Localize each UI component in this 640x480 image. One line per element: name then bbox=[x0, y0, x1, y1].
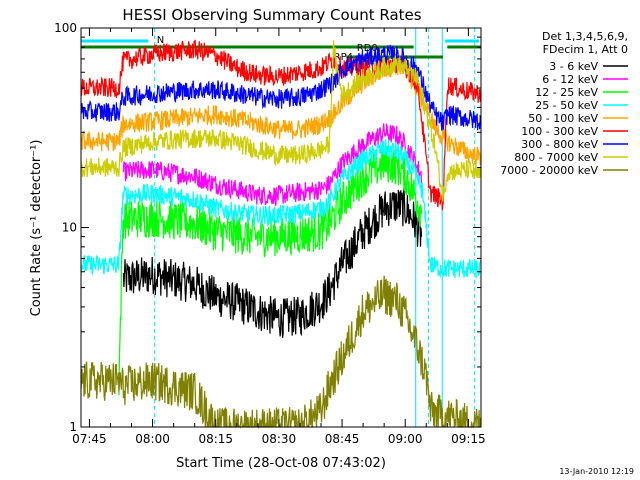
legend-label-4: 50 - 100 keV bbox=[528, 112, 598, 125]
y-tick-label-0: 1 bbox=[69, 420, 77, 434]
legend-header-0: Det 1,3,4,5,6,9, bbox=[542, 30, 628, 43]
night-label: N bbox=[157, 35, 164, 46]
legend-label-1: 6 - 12 keV bbox=[542, 73, 598, 86]
legend-header-1: FDecim 1, Att 0 bbox=[543, 43, 628, 56]
x-axis: 07:45 08:00 08:15 08:30 08:45 09:00 09:15 bbox=[72, 28, 486, 446]
x-tick-label-1: 08:00 bbox=[135, 432, 170, 446]
legend-label-5: 100 - 300 keV bbox=[521, 125, 598, 138]
x-tick-label-2: 08:15 bbox=[198, 432, 233, 446]
legend-label-3: 25 - 50 keV bbox=[535, 99, 598, 112]
legend-label-2: 12 - 25 keV bbox=[535, 86, 598, 99]
footer-date: 13-Jan-2010 12:19 bbox=[559, 467, 634, 476]
x-tick-label-3: 08:30 bbox=[262, 432, 297, 446]
series-3 bbox=[80, 138, 482, 279]
x-tick-label-6: 09:15 bbox=[451, 432, 486, 446]
legend-label-8: 7000 - 20000 keV bbox=[500, 164, 598, 177]
y-axis: 1 10 100 bbox=[54, 21, 481, 434]
legend: Det 1,3,4,5,6,9,FDecim 1, Att 0 3 - 6 keV… bbox=[500, 30, 628, 177]
rp4-label: RP4 bbox=[334, 52, 353, 63]
legend-label-0: 3 - 6 keV bbox=[549, 60, 598, 73]
series-layer bbox=[80, 39, 482, 430]
chart-title: HESSI Observing Summary Count Rates bbox=[122, 6, 421, 24]
series-0 bbox=[122, 187, 423, 338]
legend-label-6: 300 - 800 keV bbox=[521, 138, 598, 151]
y-tick-label-2: 100 bbox=[54, 21, 77, 35]
series-1 bbox=[122, 123, 423, 207]
y-axis-label: Count Rate (s⁻¹ detector⁻¹) bbox=[29, 140, 44, 317]
x-tick-label-5: 09:00 bbox=[388, 432, 423, 446]
x-tick-label-0: 07:45 bbox=[72, 432, 107, 446]
y-tick-label-1: 10 bbox=[62, 221, 77, 235]
legend-label-7: 800 - 7000 keV bbox=[514, 151, 598, 164]
x-axis-label: Start Time (28-Oct-08 07:43:02) bbox=[176, 456, 386, 471]
x-tick-label-4: 08:45 bbox=[325, 432, 360, 446]
series-6 bbox=[80, 44, 482, 131]
rd0-label: RD0 bbox=[357, 43, 378, 54]
series-7 bbox=[80, 40, 482, 202]
